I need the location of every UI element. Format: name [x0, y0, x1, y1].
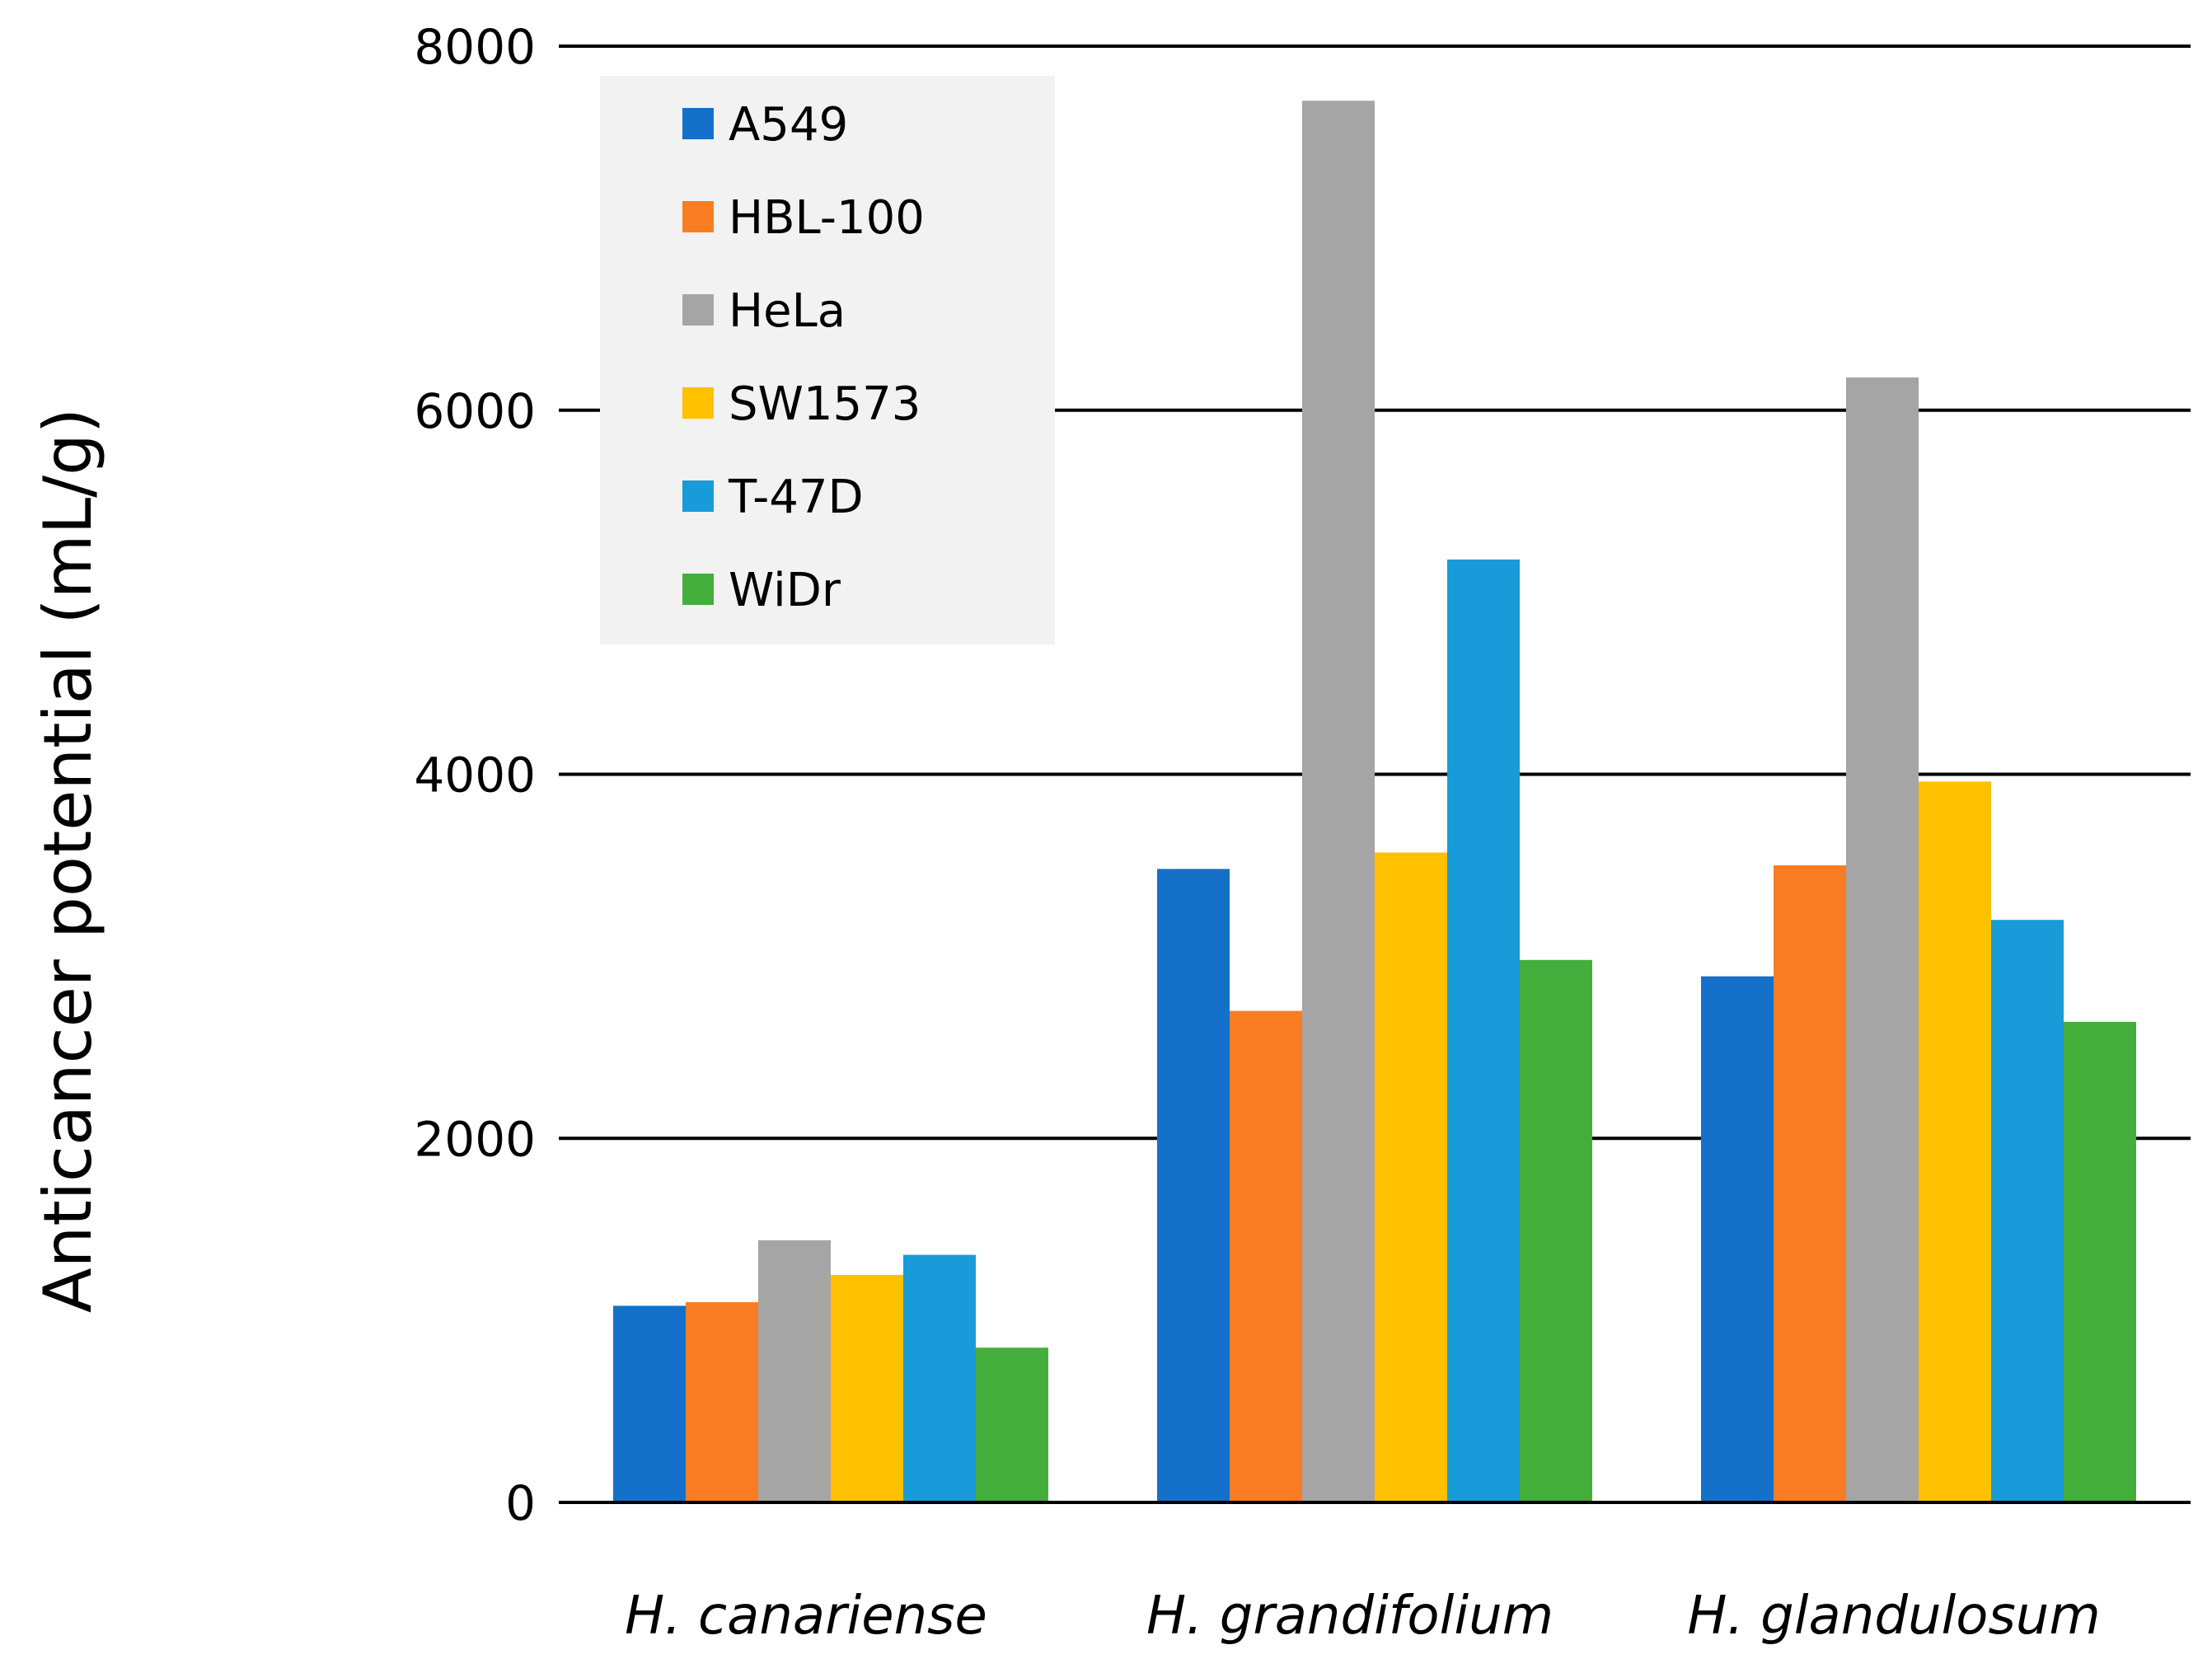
legend-label: SW1573 — [729, 377, 921, 431]
bar-hbl-100 — [1230, 1010, 1302, 1502]
bar-hbl-100 — [1774, 865, 1846, 1502]
category-label: H. glandulosum — [1687, 1586, 2100, 1647]
bar-sw1573 — [1375, 852, 1447, 1502]
legend-background — [600, 76, 1055, 644]
legend-label: WiDr — [729, 564, 841, 617]
legend-label: T-47D — [728, 471, 864, 524]
legend-label: HeLa — [729, 284, 846, 338]
bar-t-47d — [903, 1254, 976, 1502]
bar-a549 — [613, 1305, 686, 1502]
legend-label: HBL-100 — [729, 191, 925, 245]
legend: A549 HBL-100 HeLa SW1573 T-47D WiDr — [600, 76, 1055, 644]
bar-t-47d — [1447, 559, 1520, 1503]
bar-hela — [758, 1240, 831, 1502]
bar-sw1573 — [1919, 781, 1991, 1502]
bar-sw1573 — [831, 1274, 903, 1502]
y-tick-label: 0 — [505, 1475, 536, 1531]
bar-hbl-100 — [686, 1302, 758, 1502]
bars — [559, 101, 2191, 1504]
y-tick-label: 6000 — [414, 383, 536, 439]
category-label: H. grandifolium — [1146, 1586, 1554, 1647]
bar-a549 — [1701, 976, 1774, 1502]
legend-swatch — [682, 387, 714, 419]
bar-widr — [2064, 1021, 2136, 1502]
y-tick-label: 2000 — [414, 1111, 536, 1167]
category-label: H. canariense — [625, 1586, 987, 1647]
legend-swatch — [682, 201, 714, 232]
y-tick-label: 8000 — [414, 19, 536, 75]
y-axis-label: Anticancer potential (mL/g) — [30, 408, 106, 1313]
legend-swatch — [682, 574, 714, 605]
bar-hela — [1846, 377, 1919, 1503]
legend-swatch — [682, 294, 714, 326]
bar-widr — [976, 1347, 1048, 1502]
legend-label: A549 — [729, 98, 848, 152]
bar-hela — [1302, 101, 1375, 1503]
y-tick-label: 4000 — [414, 747, 536, 804]
bar-a549 — [1157, 869, 1230, 1502]
y-tick-labels: 0 2000 4000 6000 8000 — [414, 19, 536, 1531]
category-labels: H. canariense H. grandifolium H. glandulos… — [625, 1586, 2101, 1647]
bar-widr — [1520, 959, 1592, 1502]
bar-t-47d — [1991, 920, 2064, 1502]
legend-swatch — [682, 108, 714, 139]
legend-swatch — [682, 480, 714, 512]
